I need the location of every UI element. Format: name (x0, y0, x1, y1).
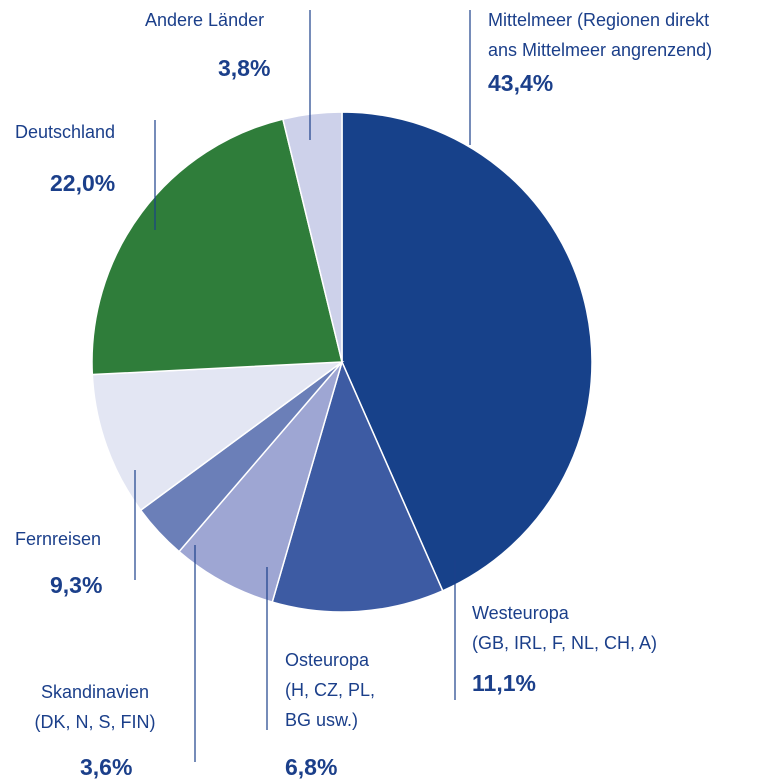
value-label: 9,3% (50, 572, 103, 598)
slice-label: Skandinavien (DK, N, S, FIN) (34, 682, 156, 732)
slice-label: Deutschland (15, 122, 116, 142)
pie-slice (91, 118, 343, 376)
slice-label: Osteuropa (H, CZ, PL, BG usw.) (285, 650, 376, 730)
slice-label: Fernreisen (15, 529, 102, 549)
value-label: 3,6% (80, 754, 133, 780)
value-label: 22,0% (50, 170, 116, 196)
value-label: 6,8% (285, 754, 338, 780)
slice-label: Westeuropa (GB, IRL, F, NL, CH, A) (472, 603, 658, 653)
slice-label: Mittelmeer (Regionen direkt ans Mittelme… (488, 10, 713, 60)
value-label: 11,1% (472, 670, 536, 696)
pie-slice (177, 361, 343, 604)
pie-slice (91, 361, 345, 512)
pie-slice (271, 359, 444, 613)
pie-slice (341, 111, 593, 592)
value-label: 43,4% (488, 70, 554, 96)
pie-slice (281, 111, 343, 363)
slice-label: Andere Länder (145, 10, 265, 30)
value-label: 3,8% (218, 55, 271, 81)
